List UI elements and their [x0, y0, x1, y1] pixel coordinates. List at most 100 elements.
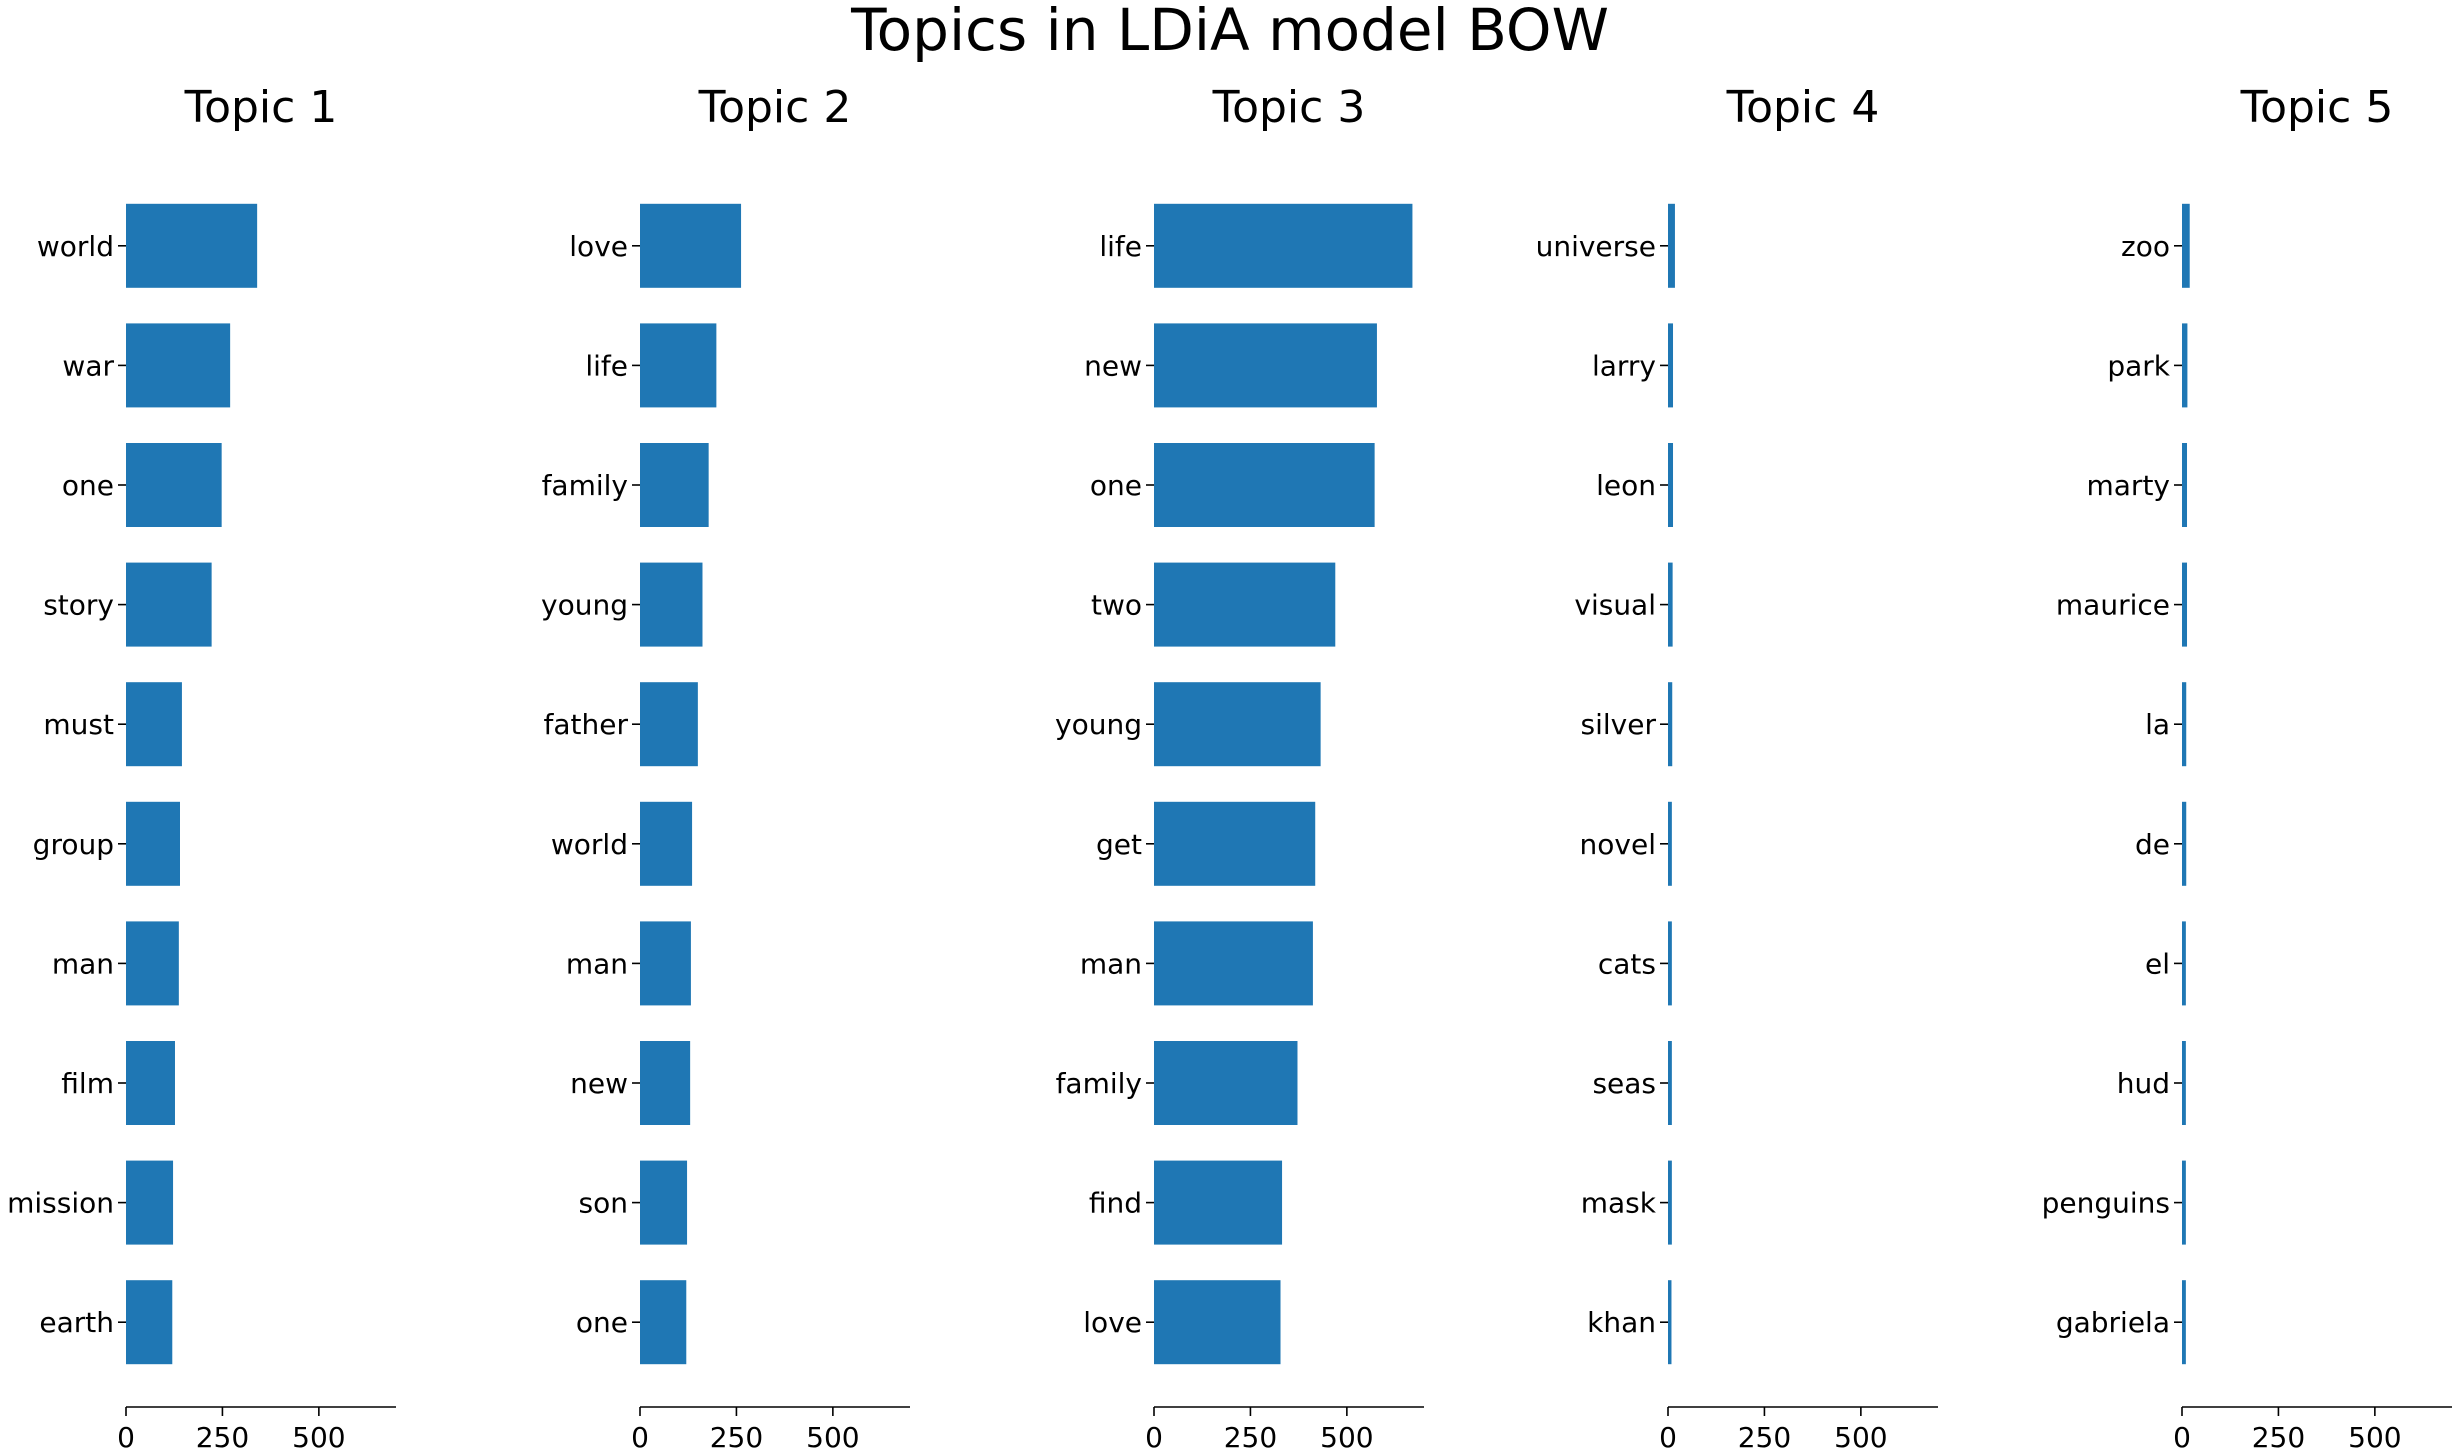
x-tick-label: 500	[2348, 1421, 2401, 1452]
y-tick-label: find	[1089, 1187, 1142, 1220]
bar	[640, 562, 703, 647]
y-tick-label: zoo	[2121, 230, 2170, 263]
y-tick-label: young	[541, 589, 628, 622]
bar	[2182, 801, 2187, 886]
y-tick-label: one	[576, 1306, 628, 1339]
bar	[2182, 1041, 2186, 1125]
bar	[126, 1041, 175, 1125]
bar	[1154, 921, 1313, 1006]
y-tick-label: seas	[1592, 1067, 1656, 1100]
x-tick-label: 500	[1320, 1421, 1373, 1452]
bar	[640, 1160, 688, 1245]
y-tick-label: get	[1096, 828, 1142, 861]
bar	[1154, 801, 1316, 886]
bar	[1154, 443, 1375, 527]
bar	[2182, 323, 2188, 408]
y-tick-label: father	[544, 708, 629, 741]
x-tick-label: 0	[2173, 1421, 2191, 1452]
bar	[1154, 203, 1413, 288]
bar	[640, 1041, 691, 1125]
y-tick-label: mask	[1581, 1187, 1657, 1220]
x-tick-label: 0	[631, 1421, 649, 1452]
y-tick-label: novel	[1580, 828, 1656, 861]
y-tick-label: park	[2107, 349, 2170, 382]
bar	[1154, 1041, 1298, 1125]
y-tick-label: leon	[1596, 469, 1656, 502]
bar	[1154, 1280, 1281, 1365]
bar	[1668, 323, 1674, 408]
y-tick-label: gabriela	[2056, 1306, 2170, 1339]
bar	[126, 203, 258, 288]
topic-panel-5: Topic 5 zoo park marty maurice la de el hud pengu…	[2042, 82, 2452, 1452]
bar	[126, 323, 231, 408]
x-tick-label: 0	[1659, 1421, 1677, 1452]
panel-title: Topic 4	[1726, 82, 1880, 133]
bar	[126, 1280, 173, 1365]
x-tick-label: 250	[1738, 1421, 1791, 1452]
x-tick-label: 250	[196, 1421, 249, 1452]
bar	[2182, 921, 2186, 1006]
y-tick-label: film	[61, 1067, 114, 1100]
x-tick-label: 500	[1834, 1421, 1887, 1452]
y-tick-label: cats	[1598, 947, 1656, 980]
bar	[2182, 562, 2188, 647]
bar	[2182, 443, 2188, 527]
bar	[640, 203, 742, 288]
x-tick-label: 0	[117, 1421, 135, 1452]
bar	[640, 682, 698, 767]
y-tick-label: war	[62, 349, 114, 382]
bar	[640, 921, 691, 1006]
x-tick-label: 500	[292, 1421, 345, 1452]
panel-title: Topic 5	[2240, 82, 2394, 133]
bar	[126, 682, 182, 767]
y-tick-label: young	[1055, 708, 1142, 741]
y-tick-label: two	[1091, 589, 1142, 622]
x-tick-label: 500	[806, 1421, 859, 1452]
panel-title: Topic 1	[184, 82, 338, 133]
x-tick-label: 0	[1145, 1421, 1163, 1452]
bar	[2182, 682, 2187, 767]
y-tick-label: el	[2145, 947, 2170, 980]
y-tick-label: family	[1056, 1067, 1142, 1100]
topic-panel-1: Topic 1 world war one story must group man film m…	[7, 82, 396, 1452]
y-tick-label: must	[43, 708, 114, 741]
topic-panel-4: Topic 4 universe larry leon visual silver nove…	[1536, 82, 1938, 1452]
y-tick-label: son	[579, 1187, 628, 1220]
bar	[126, 443, 222, 527]
y-tick-label: de	[2135, 828, 2170, 861]
y-tick-label: world	[551, 828, 628, 861]
y-tick-label: larry	[1592, 349, 1656, 382]
y-tick-label: visual	[1574, 589, 1656, 622]
y-tick-label: earth	[39, 1306, 114, 1339]
bar	[1668, 801, 1672, 886]
bar	[640, 443, 709, 527]
figure-title: Topics in LDiA model BOW	[850, 0, 1609, 64]
x-tick-label: 250	[1224, 1421, 1277, 1452]
bar	[2182, 1280, 2186, 1365]
bar	[1668, 443, 1674, 527]
y-tick-label: group	[33, 828, 114, 861]
bar	[2182, 203, 2190, 288]
y-tick-label: new	[570, 1067, 628, 1100]
bar	[1668, 1160, 1672, 1245]
panel-title: Topic 3	[1212, 82, 1366, 133]
y-tick-label: la	[2145, 708, 2170, 741]
bar	[1154, 1160, 1283, 1245]
y-tick-label: life	[585, 349, 628, 382]
y-tick-label: khan	[1587, 1306, 1656, 1339]
bar	[1154, 323, 1377, 408]
y-tick-label: mission	[7, 1187, 114, 1220]
bar	[126, 801, 180, 886]
y-tick-label: one	[62, 469, 114, 502]
bar	[1668, 203, 1675, 288]
x-tick-label: 250	[710, 1421, 763, 1452]
bar	[1668, 562, 1673, 647]
y-tick-label: love	[569, 230, 628, 263]
y-tick-label: man	[566, 947, 628, 980]
bar	[640, 1280, 687, 1365]
bar	[1668, 682, 1673, 767]
bar	[2182, 1160, 2186, 1245]
y-tick-label: new	[1084, 349, 1142, 382]
x-tick-label: 250	[2252, 1421, 2305, 1452]
